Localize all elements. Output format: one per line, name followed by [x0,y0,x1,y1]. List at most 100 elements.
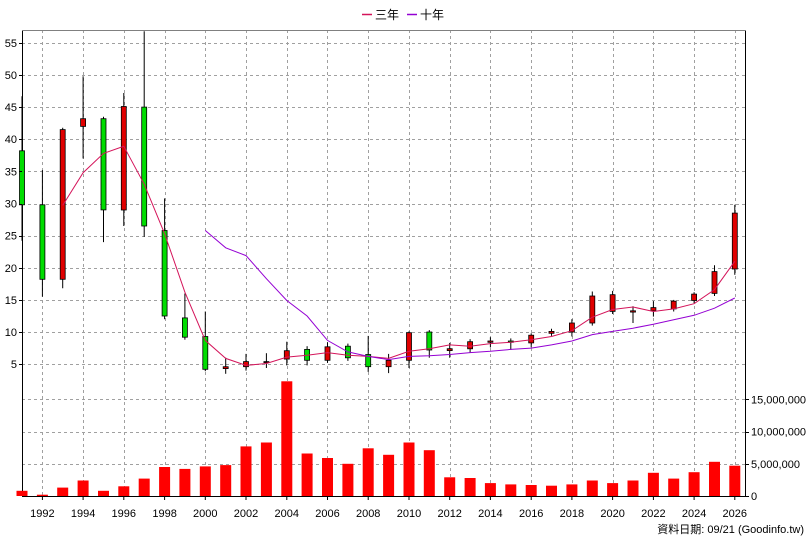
volume-bar-2005 [301,453,313,496]
volume-bar-2008 [362,448,374,496]
volume-bar-2002 [240,446,252,496]
x-tick-label: 2020 [600,508,624,520]
candle-body-1999 [181,317,188,338]
candle-2004 [283,341,290,366]
candle-1995 [100,116,107,243]
candle-2001 [222,357,229,374]
x-tick-label: 2016 [519,508,543,520]
x-tick-label: 2010 [397,508,421,520]
candle-body-2025 [711,271,718,294]
candle-2008 [365,335,372,372]
candle-body-2022 [650,307,657,312]
candle-body-2004 [283,350,290,360]
x-tick-label: 2000 [193,508,217,520]
x-tick-label: 2024 [682,508,706,520]
candle-2003 [263,353,270,368]
source-footer: 資料日期: 09/21 (Goodinfo.tw) [657,522,804,536]
volume-bar-2010 [403,442,415,496]
price-axis: 5 10 15 20 25 30 35 40 45 50 55 [5,38,22,371]
x-tick-label: 2002 [234,508,258,520]
candle-body-2002 [243,361,249,368]
x-tick-label: 2026 [723,508,747,520]
volume-bar-2017 [546,485,557,496]
volume-bar-2004 [281,381,293,496]
candle-1999 [181,293,188,340]
volume-bar-2007 [342,463,354,496]
candle-1992 [39,170,46,297]
volume-tick-label: 0 [751,491,757,503]
candle-body-2017 [548,330,555,334]
volume-bar-2001 [220,465,232,496]
candle-body-1992 [39,204,46,280]
legend: 三年 十年 [362,8,444,22]
price-tick-label: 5 [11,359,17,371]
candle-body-2018 [569,322,575,333]
volume-bar-2014 [484,483,496,496]
volume-bar-2003 [260,442,272,496]
volume-bar-2018 [566,484,578,496]
candle-body-1996 [120,106,127,211]
volume-bar-2026 [729,465,741,496]
candle-body-2010 [406,332,412,361]
candle-body-2020 [609,294,616,312]
candle-body-2006 [324,346,331,361]
x-tick-label: 1996 [112,508,136,520]
candle-1994 [80,76,86,159]
volume-bar-2023 [668,478,680,496]
volume-axis: 0 5,000,000 10,000,000 15,000,000 [745,394,806,503]
volume-bars [16,381,741,496]
x-tick-label: 2006 [315,508,339,520]
x-tick-label: 2018 [560,508,584,520]
candle-2009 [385,353,392,374]
candle-body-2024 [691,293,697,301]
price-tick-label: 40 [5,134,17,146]
price-tick-label: 30 [5,199,17,211]
x-tick-label: 2004 [275,508,299,520]
legend-item-1: 十年 [407,8,444,22]
volume-bar-1998 [159,467,171,496]
candle-body-2003 [263,361,270,364]
candle-body-2021 [630,310,636,313]
x-tick-label: 1994 [71,508,95,520]
volume-bar-1993 [57,487,69,496]
candle-body-1995 [100,118,107,211]
candle-2022 [650,301,657,317]
x-tick-label: 1992 [30,508,54,520]
price-tick-label: 45 [5,102,17,114]
legend-label: 三年 [375,8,399,22]
candle-2000 [202,311,209,372]
price-tick-label: 15 [5,295,17,307]
volume-bar-1994 [77,480,89,496]
candle-body-1991 [19,150,25,206]
volume-bar-1996 [118,486,130,496]
volume-bar-2015 [505,484,517,496]
candle-body-2000 [202,336,209,370]
price-tick-label: 50 [5,70,17,82]
volume-bar-2013 [464,478,476,496]
x-tick-label: 2022 [641,508,665,520]
candle-body-2008 [365,354,372,368]
candle-body-1997 [141,106,148,227]
candle-2017 [548,328,555,336]
volume-bar-2016 [525,485,537,496]
candle-body-1993 [59,129,66,280]
legend-label: 十年 [420,8,444,22]
candle-2010 [406,331,412,368]
candle-2025 [711,265,718,296]
candle-body-1998 [161,230,168,317]
candle-body-2026 [731,212,738,270]
volume-bar-1999 [179,468,191,496]
candle-2019 [589,291,596,326]
candle-body-2014 [487,340,494,343]
price-tick-label: 10 [5,327,17,339]
volume-bar-2020 [607,483,619,496]
volume-tick-label: 10,000,000 [751,427,806,439]
volume-bar-1992 [36,494,48,496]
price-tick-label: 35 [5,166,17,178]
price-tick-label: 25 [5,231,17,243]
price-tick-label: 20 [5,263,17,275]
series-line-1 [204,230,736,361]
volume-bar-1991 [16,490,28,496]
candle-body-2001 [222,366,229,370]
